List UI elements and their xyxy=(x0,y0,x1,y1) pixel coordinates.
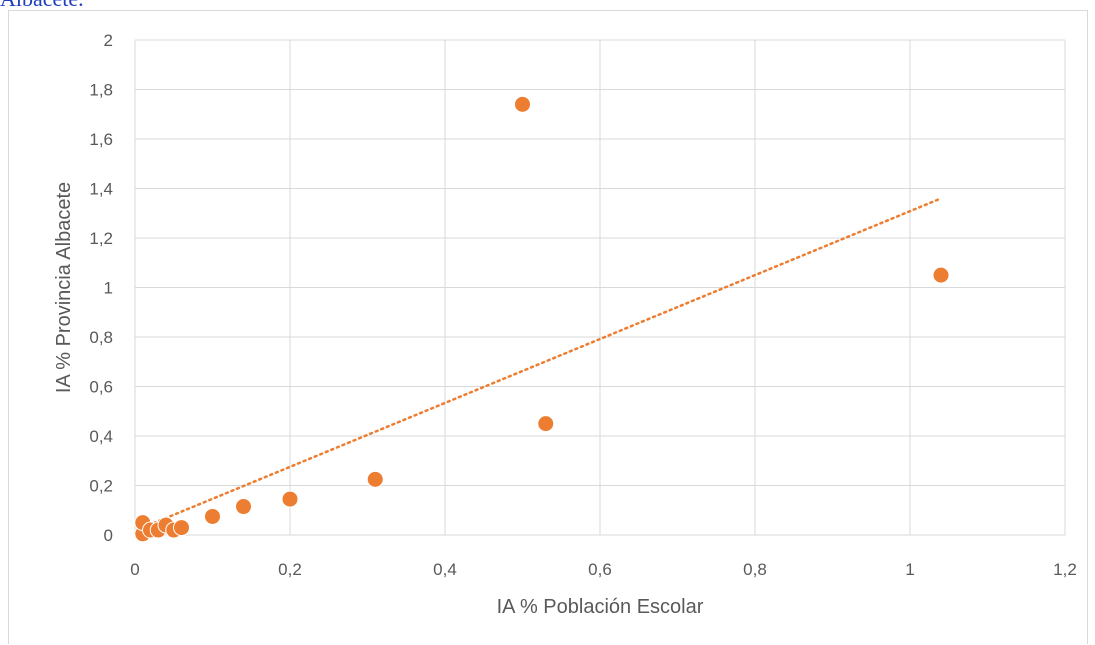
trendline-layer xyxy=(141,197,943,529)
data-points xyxy=(134,95,950,543)
chart-frame xyxy=(8,10,1088,644)
data-point xyxy=(204,507,221,525)
x-tick-label: 0,4 xyxy=(433,560,457,579)
data-point xyxy=(235,498,252,516)
y-axis-title: IA % Provincia Albacete xyxy=(53,182,75,393)
y-tick-label: 1,6 xyxy=(89,130,113,149)
y-tick-label: 0,8 xyxy=(89,328,113,347)
data-point xyxy=(514,95,531,113)
y-tick-label: 1 xyxy=(104,279,113,298)
y-tick-labels: 0 0,2 0,4 0,6 0,8 1 1,2 1,4 1,6 1,8 2 xyxy=(89,31,113,545)
data-point xyxy=(537,415,555,433)
trendline xyxy=(141,197,943,529)
data-point xyxy=(932,266,950,284)
x-axis-title: IA % Población Escolar xyxy=(497,596,704,618)
grid-lines xyxy=(134,39,1066,536)
data-point xyxy=(173,519,190,537)
data-point xyxy=(281,490,299,508)
x-tick-label: 1,2 xyxy=(1053,560,1077,579)
y-tick-label: 0,6 xyxy=(89,378,113,397)
x-tick-labels: 0 0,2 0,4 0,6 0,8 1 1,2 xyxy=(130,560,1077,579)
x-tick-label: 0,8 xyxy=(743,560,767,579)
y-tick-label: 0,2 xyxy=(89,477,113,496)
figure-caption: Albacete. xyxy=(0,0,84,12)
y-tick-label: 1,4 xyxy=(89,180,113,199)
y-tick-label: 1,8 xyxy=(89,81,113,100)
y-tick-label: 2 xyxy=(104,31,113,50)
y-tick-label: 0,4 xyxy=(89,427,113,446)
x-tick-label: 0,2 xyxy=(278,560,302,579)
data-point xyxy=(366,470,384,488)
x-tick-label: 0,6 xyxy=(588,560,612,579)
y-tick-label: 0 xyxy=(104,526,113,545)
y-tick-label: 1,2 xyxy=(89,229,113,248)
x-tick-label: 0 xyxy=(130,560,139,579)
x-tick-label: 1 xyxy=(905,560,914,579)
